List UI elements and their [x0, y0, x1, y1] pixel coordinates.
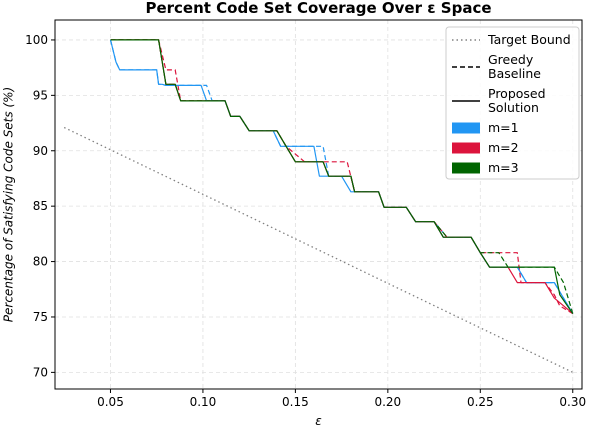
x-tick-label: 0.25 [467, 395, 494, 409]
x-tick-label: 0.05 [97, 395, 124, 409]
y-tick-label: 100 [25, 33, 48, 47]
x-axis-label: ε [315, 414, 322, 428]
legend-swatch-3 [452, 122, 480, 134]
x-tick-label: 0.30 [559, 395, 586, 409]
legend-label-4: m=2 [488, 140, 519, 155]
series-line-m3-proposed [110, 39, 574, 314]
y-axis-label: Percentage of Satisfying Code Sets (%) [2, 87, 16, 322]
plot-frame [54, 19, 583, 390]
x-tick-label: 0.15 [282, 395, 309, 409]
legend-frame [445, 26, 580, 180]
legend-label-1: Greedy Baseline [488, 52, 541, 81]
x-tick-label: 0.20 [374, 395, 401, 409]
legend-label-2: Proposed Solution [488, 86, 546, 115]
legend-label-3: m=1 [488, 120, 519, 135]
axis-ticks: 0.05 0.10 0.15 0.20 0.25 0.30 70 75 80 85 90 95 100 [25, 33, 586, 409]
legend-label-5: m=3 [488, 160, 519, 175]
y-tick-label: 95 [33, 88, 48, 102]
legend-swatch-5 [452, 162, 480, 174]
plot-series [63, 39, 574, 373]
legend-label-0: Target Bound [487, 32, 571, 47]
y-tick-label: 70 [33, 365, 48, 379]
y-tick-label: 90 [33, 144, 48, 158]
y-tick-label: 85 [33, 199, 48, 213]
y-tick-label: 75 [33, 310, 48, 324]
legend-swatch-4 [452, 142, 480, 154]
x-tick-label: 0.10 [190, 395, 217, 409]
chart-title: Percent Code Set Coverage Over ε Space [145, 0, 491, 17]
y-tick-label: 80 [33, 255, 48, 269]
legend: Target Bound Greedy Baseline Proposed Soluti… [445, 26, 580, 180]
